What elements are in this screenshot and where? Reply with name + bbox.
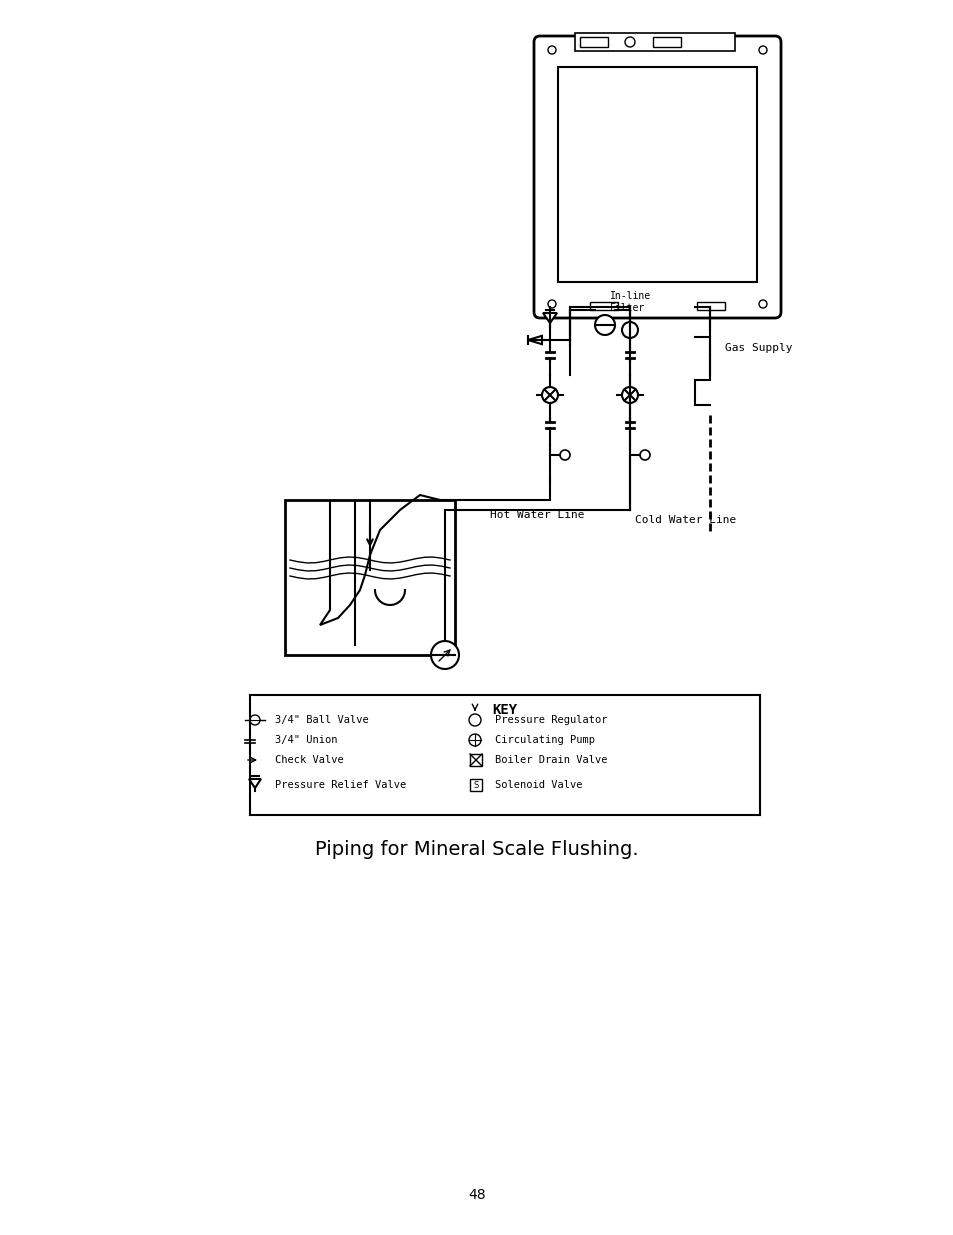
Text: In-line
Filter: In-line Filter	[609, 291, 651, 312]
Circle shape	[469, 734, 480, 746]
Text: KEY: KEY	[492, 703, 517, 718]
Text: Circulating Pump: Circulating Pump	[495, 735, 595, 745]
FancyBboxPatch shape	[534, 36, 781, 317]
Circle shape	[624, 37, 635, 47]
Text: Hot Water Line: Hot Water Line	[490, 510, 584, 520]
Circle shape	[639, 450, 649, 459]
Circle shape	[759, 300, 766, 308]
Bar	[575, 33, 734, 51]
Text: S: S	[473, 781, 478, 789]
Circle shape	[469, 714, 480, 726]
Bar	[558, 67, 757, 282]
Text: Solenoid Valve: Solenoid Valve	[495, 781, 582, 790]
Circle shape	[547, 46, 556, 54]
Bar	[579, 37, 607, 47]
Circle shape	[541, 387, 558, 403]
Text: 48: 48	[468, 1188, 485, 1202]
Bar	[285, 500, 455, 655]
Bar	[470, 779, 481, 790]
Text: Pressure Regulator: Pressure Regulator	[495, 715, 607, 725]
Bar	[697, 303, 724, 310]
Bar	[470, 755, 481, 766]
Circle shape	[595, 315, 615, 335]
Polygon shape	[542, 312, 557, 324]
Text: Gas Supply: Gas Supply	[724, 343, 792, 353]
Circle shape	[621, 322, 638, 338]
Text: Pressure Relief Valve: Pressure Relief Valve	[274, 781, 406, 790]
Circle shape	[547, 300, 556, 308]
Text: Check Valve: Check Valve	[274, 755, 343, 764]
Polygon shape	[527, 336, 541, 345]
Circle shape	[621, 387, 638, 403]
Polygon shape	[249, 779, 261, 788]
Bar	[652, 37, 680, 47]
Circle shape	[431, 641, 458, 669]
Circle shape	[759, 46, 766, 54]
Text: 3/4" Ball Valve: 3/4" Ball Valve	[274, 715, 369, 725]
Text: Boiler Drain Valve: Boiler Drain Valve	[495, 755, 607, 764]
Text: Piping for Mineral Scale Flushing.: Piping for Mineral Scale Flushing.	[314, 840, 639, 860]
Circle shape	[250, 715, 260, 725]
Circle shape	[559, 450, 569, 459]
Text: 3/4" Union: 3/4" Union	[274, 735, 337, 745]
Bar	[589, 303, 618, 310]
Text: Cold Water Line: Cold Water Line	[635, 515, 736, 525]
